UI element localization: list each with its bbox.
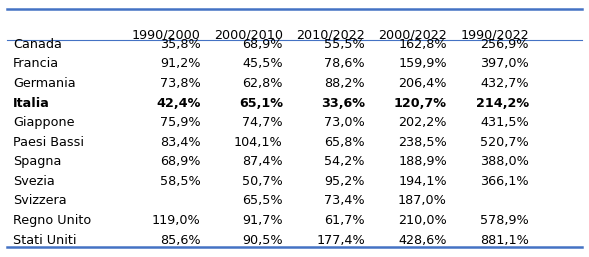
- Text: 68,9%: 68,9%: [160, 155, 201, 168]
- Text: 91,7%: 91,7%: [242, 214, 283, 227]
- Text: Paesi Bassi: Paesi Bassi: [13, 136, 84, 149]
- Text: 95,2%: 95,2%: [325, 175, 365, 188]
- Text: 42,4%: 42,4%: [156, 97, 201, 109]
- Text: 428,6%: 428,6%: [398, 234, 447, 247]
- Text: 50,7%: 50,7%: [242, 175, 283, 188]
- Text: 2000/2022: 2000/2022: [378, 28, 447, 41]
- Text: 188,9%: 188,9%: [398, 155, 447, 168]
- Text: 202,2%: 202,2%: [398, 116, 447, 129]
- Text: 88,2%: 88,2%: [324, 77, 365, 90]
- Text: 65,1%: 65,1%: [239, 97, 283, 109]
- Text: 214,2%: 214,2%: [476, 97, 529, 109]
- Text: 65,5%: 65,5%: [242, 195, 283, 207]
- Text: 432,7%: 432,7%: [481, 77, 529, 90]
- Text: 210,0%: 210,0%: [398, 214, 447, 227]
- Text: Spagna: Spagna: [13, 155, 61, 168]
- Text: 206,4%: 206,4%: [398, 77, 447, 90]
- Text: 33,6%: 33,6%: [321, 97, 365, 109]
- Text: Canada: Canada: [13, 38, 62, 51]
- Text: 85,6%: 85,6%: [160, 234, 201, 247]
- Text: 75,9%: 75,9%: [160, 116, 201, 129]
- Text: Svezia: Svezia: [13, 175, 55, 188]
- Text: Italia: Italia: [13, 97, 50, 109]
- Text: 68,9%: 68,9%: [242, 38, 283, 51]
- Text: 61,7%: 61,7%: [324, 214, 365, 227]
- Text: 58,5%: 58,5%: [160, 175, 201, 188]
- Text: 1990/2022: 1990/2022: [461, 28, 529, 41]
- Text: 177,4%: 177,4%: [316, 234, 365, 247]
- Text: 35,8%: 35,8%: [160, 38, 201, 51]
- Text: 162,8%: 162,8%: [398, 38, 447, 51]
- Text: 194,1%: 194,1%: [398, 175, 447, 188]
- Text: Germania: Germania: [13, 77, 76, 90]
- Text: 187,0%: 187,0%: [398, 195, 447, 207]
- Text: 54,2%: 54,2%: [325, 155, 365, 168]
- Text: 159,9%: 159,9%: [398, 58, 447, 70]
- Text: 578,9%: 578,9%: [480, 214, 529, 227]
- Text: 397,0%: 397,0%: [480, 58, 529, 70]
- Text: 62,8%: 62,8%: [242, 77, 283, 90]
- Text: 119,0%: 119,0%: [152, 214, 201, 227]
- Text: 74,7%: 74,7%: [242, 116, 283, 129]
- Text: 881,1%: 881,1%: [480, 234, 529, 247]
- Text: 431,5%: 431,5%: [480, 116, 529, 129]
- Text: 2000/2010: 2000/2010: [214, 28, 283, 41]
- Text: Stati Uniti: Stati Uniti: [13, 234, 77, 247]
- Text: 90,5%: 90,5%: [242, 234, 283, 247]
- Text: 388,0%: 388,0%: [480, 155, 529, 168]
- Text: 83,4%: 83,4%: [160, 136, 201, 149]
- Text: 91,2%: 91,2%: [160, 58, 201, 70]
- Text: 55,5%: 55,5%: [324, 38, 365, 51]
- Text: Regno Unito: Regno Unito: [13, 214, 91, 227]
- Text: 87,4%: 87,4%: [242, 155, 283, 168]
- Text: 65,8%: 65,8%: [324, 136, 365, 149]
- Text: 520,7%: 520,7%: [480, 136, 529, 149]
- Text: Giappone: Giappone: [13, 116, 75, 129]
- Text: 366,1%: 366,1%: [481, 175, 529, 188]
- Text: Svizzera: Svizzera: [13, 195, 67, 207]
- Text: 120,7%: 120,7%: [394, 97, 447, 109]
- Text: 1990/2000: 1990/2000: [132, 28, 201, 41]
- Text: 104,1%: 104,1%: [234, 136, 283, 149]
- Text: 73,4%: 73,4%: [324, 195, 365, 207]
- Text: 78,6%: 78,6%: [324, 58, 365, 70]
- Text: 256,9%: 256,9%: [481, 38, 529, 51]
- Text: 73,8%: 73,8%: [160, 77, 201, 90]
- Text: Francia: Francia: [13, 58, 59, 70]
- Text: 73,0%: 73,0%: [324, 116, 365, 129]
- Text: 2010/2022: 2010/2022: [296, 28, 365, 41]
- Text: 45,5%: 45,5%: [242, 58, 283, 70]
- Text: 238,5%: 238,5%: [398, 136, 447, 149]
